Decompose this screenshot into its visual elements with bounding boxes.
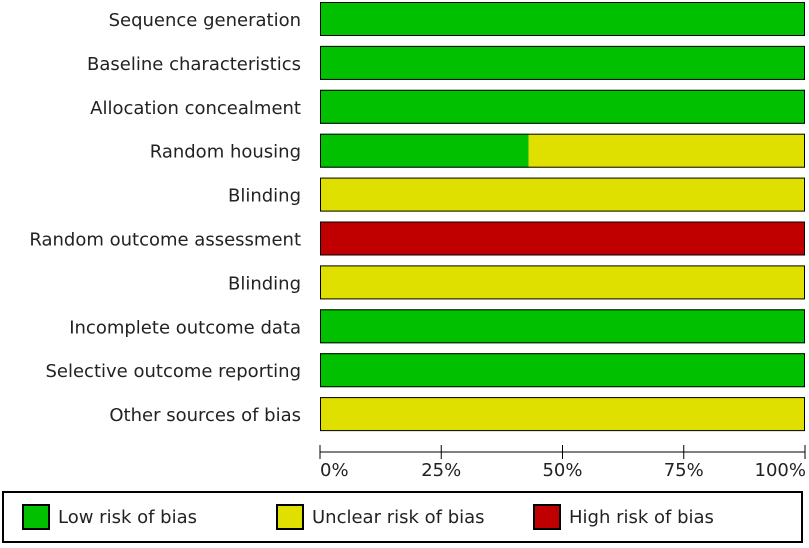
category-label-other-sources-of-bias: Other sources of bias xyxy=(109,405,301,426)
category-label-incomplete-outcome-data: Incomplete outcome data xyxy=(69,317,301,338)
bar-outline-4 xyxy=(320,177,805,212)
bar-outline-2 xyxy=(320,89,805,124)
category-label-blinding: Blinding xyxy=(228,273,301,294)
category-label-random-housing: Random housing xyxy=(150,142,301,163)
legend-swatch-high xyxy=(533,504,561,530)
bar-segment-unclear-6 xyxy=(320,265,805,300)
bar-outline-3 xyxy=(320,133,805,168)
bar-segment-unclear-4 xyxy=(320,177,805,212)
bar-outline-6 xyxy=(320,265,805,300)
legend-item-low: Low risk of bias xyxy=(22,493,197,541)
bar-outline-1 xyxy=(320,45,805,80)
risk-of-bias-chart: Sequence generation Baseline characterist… xyxy=(29,2,806,481)
category-label-random-outcome-assessment: Random outcome assessment xyxy=(29,230,301,251)
bar-outline-7 xyxy=(320,309,805,344)
legend-swatch-low xyxy=(22,504,50,530)
bar-segment-low-0 xyxy=(320,2,805,36)
legend: Low risk of bias Unclear risk of bias Hi… xyxy=(2,491,803,543)
category-label-blinding: Blinding xyxy=(228,186,301,207)
legend-label-high: High risk of bias xyxy=(569,506,714,528)
bar-segment-low-3 xyxy=(320,133,529,168)
category-label-sequence-generation: Sequence generation xyxy=(109,10,301,31)
x-tick-label-50: 50% xyxy=(542,460,582,481)
legend-swatch-unclear xyxy=(276,504,304,530)
bar-segment-high-5 xyxy=(320,221,805,256)
category-label-allocation-concealment: Allocation concealment xyxy=(90,98,301,119)
bar-segment-unclear-3 xyxy=(528,133,805,168)
bar-outline-9 xyxy=(320,397,805,432)
x-tick-label-75: 75% xyxy=(664,460,704,481)
x-axis: 0% 25% 50% 75% 100% xyxy=(319,445,806,481)
bars xyxy=(320,2,805,432)
bar-segment-low-7 xyxy=(320,309,805,344)
bar-outline-8 xyxy=(320,353,805,388)
x-tick-label-100: 100% xyxy=(755,460,806,481)
x-tick-label-0: 0% xyxy=(320,460,349,481)
bar-segment-low-8 xyxy=(320,353,805,388)
bar-outline-0 xyxy=(320,2,805,36)
category-labels: Sequence generation Baseline characterist… xyxy=(29,10,301,426)
legend-item-unclear: Unclear risk of bias xyxy=(276,493,485,541)
category-label-baseline-characteristics: Baseline characteristics xyxy=(87,54,301,75)
bar-segment-unclear-9 xyxy=(320,397,805,432)
legend-label-unclear: Unclear risk of bias xyxy=(312,506,485,528)
bar-outline-5 xyxy=(320,221,805,256)
bar-segment-low-1 xyxy=(320,45,805,80)
bar-segment-low-2 xyxy=(320,89,805,124)
legend-item-high: High risk of bias xyxy=(533,493,714,541)
category-label-selective-outcome-reporting: Selective outcome reporting xyxy=(45,361,301,382)
legend-label-low: Low risk of bias xyxy=(58,506,197,528)
x-tick-label-25: 25% xyxy=(421,460,461,481)
